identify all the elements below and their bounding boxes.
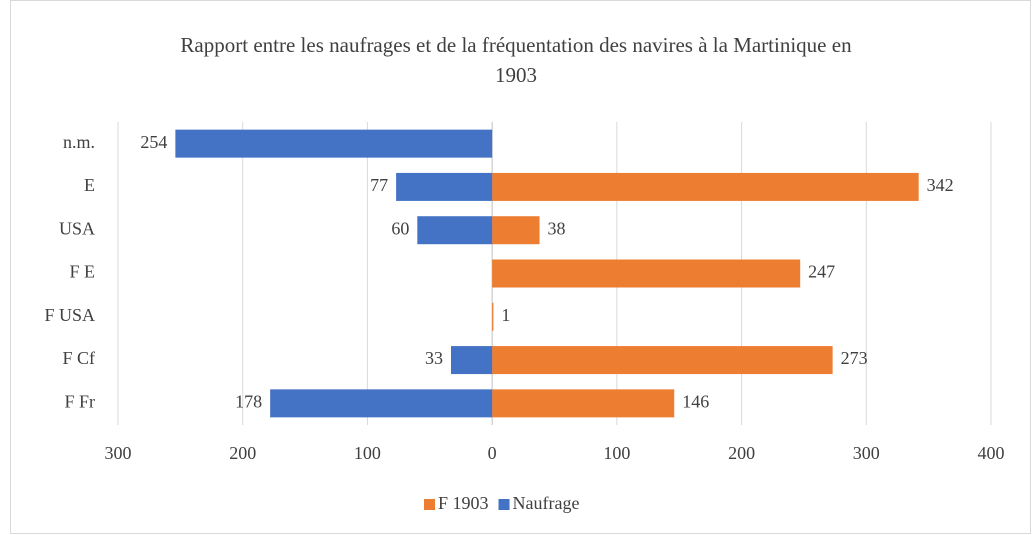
y-tick-label: F Cf xyxy=(62,348,95,368)
data-label: 254 xyxy=(140,132,167,152)
legend-swatch xyxy=(424,499,435,510)
data-label: 178 xyxy=(235,391,262,411)
x-tick-label: 0 xyxy=(488,443,497,463)
data-label: 33 xyxy=(425,348,443,368)
bar xyxy=(396,172,493,201)
bar xyxy=(492,346,833,375)
data-label: 60 xyxy=(391,218,409,238)
bar xyxy=(492,216,540,245)
bar xyxy=(450,346,493,375)
data-label: 77 xyxy=(370,175,388,195)
x-tick-label: 200 xyxy=(229,443,256,463)
bar xyxy=(492,389,675,418)
chart-title: Rapport entre les naufrages et de la fré… xyxy=(180,33,852,87)
x-tick-label: 100 xyxy=(603,443,630,463)
data-label: 273 xyxy=(841,348,868,368)
x-tick-label: 300 xyxy=(105,443,132,463)
bar xyxy=(492,172,919,201)
y-tick-label: n.m. xyxy=(63,132,95,152)
data-label: 38 xyxy=(548,218,566,238)
bar xyxy=(270,389,493,418)
data-label: 1 xyxy=(501,305,510,325)
x-tick-label: 400 xyxy=(978,443,1005,463)
legend-swatch xyxy=(498,499,510,510)
data-label: 247 xyxy=(808,262,835,282)
bar xyxy=(175,129,493,158)
legend-label: F 1903 xyxy=(438,493,489,513)
y-tick-label: F Fr xyxy=(64,391,95,411)
bar xyxy=(417,216,493,245)
legend-label: Naufrage xyxy=(513,493,580,513)
data-label: 146 xyxy=(682,391,709,411)
y-tick-label: USA xyxy=(59,218,95,238)
y-tick-label: F E xyxy=(69,262,95,282)
y-tick-label: E xyxy=(84,175,95,195)
y-tick-label: F USA xyxy=(44,305,95,325)
x-tick-label: 100 xyxy=(354,443,381,463)
bar xyxy=(492,302,494,331)
x-tick-label: 200 xyxy=(728,443,755,463)
data-label: 342 xyxy=(927,175,954,195)
x-tick-label: 300 xyxy=(853,443,880,463)
bar xyxy=(492,259,801,288)
